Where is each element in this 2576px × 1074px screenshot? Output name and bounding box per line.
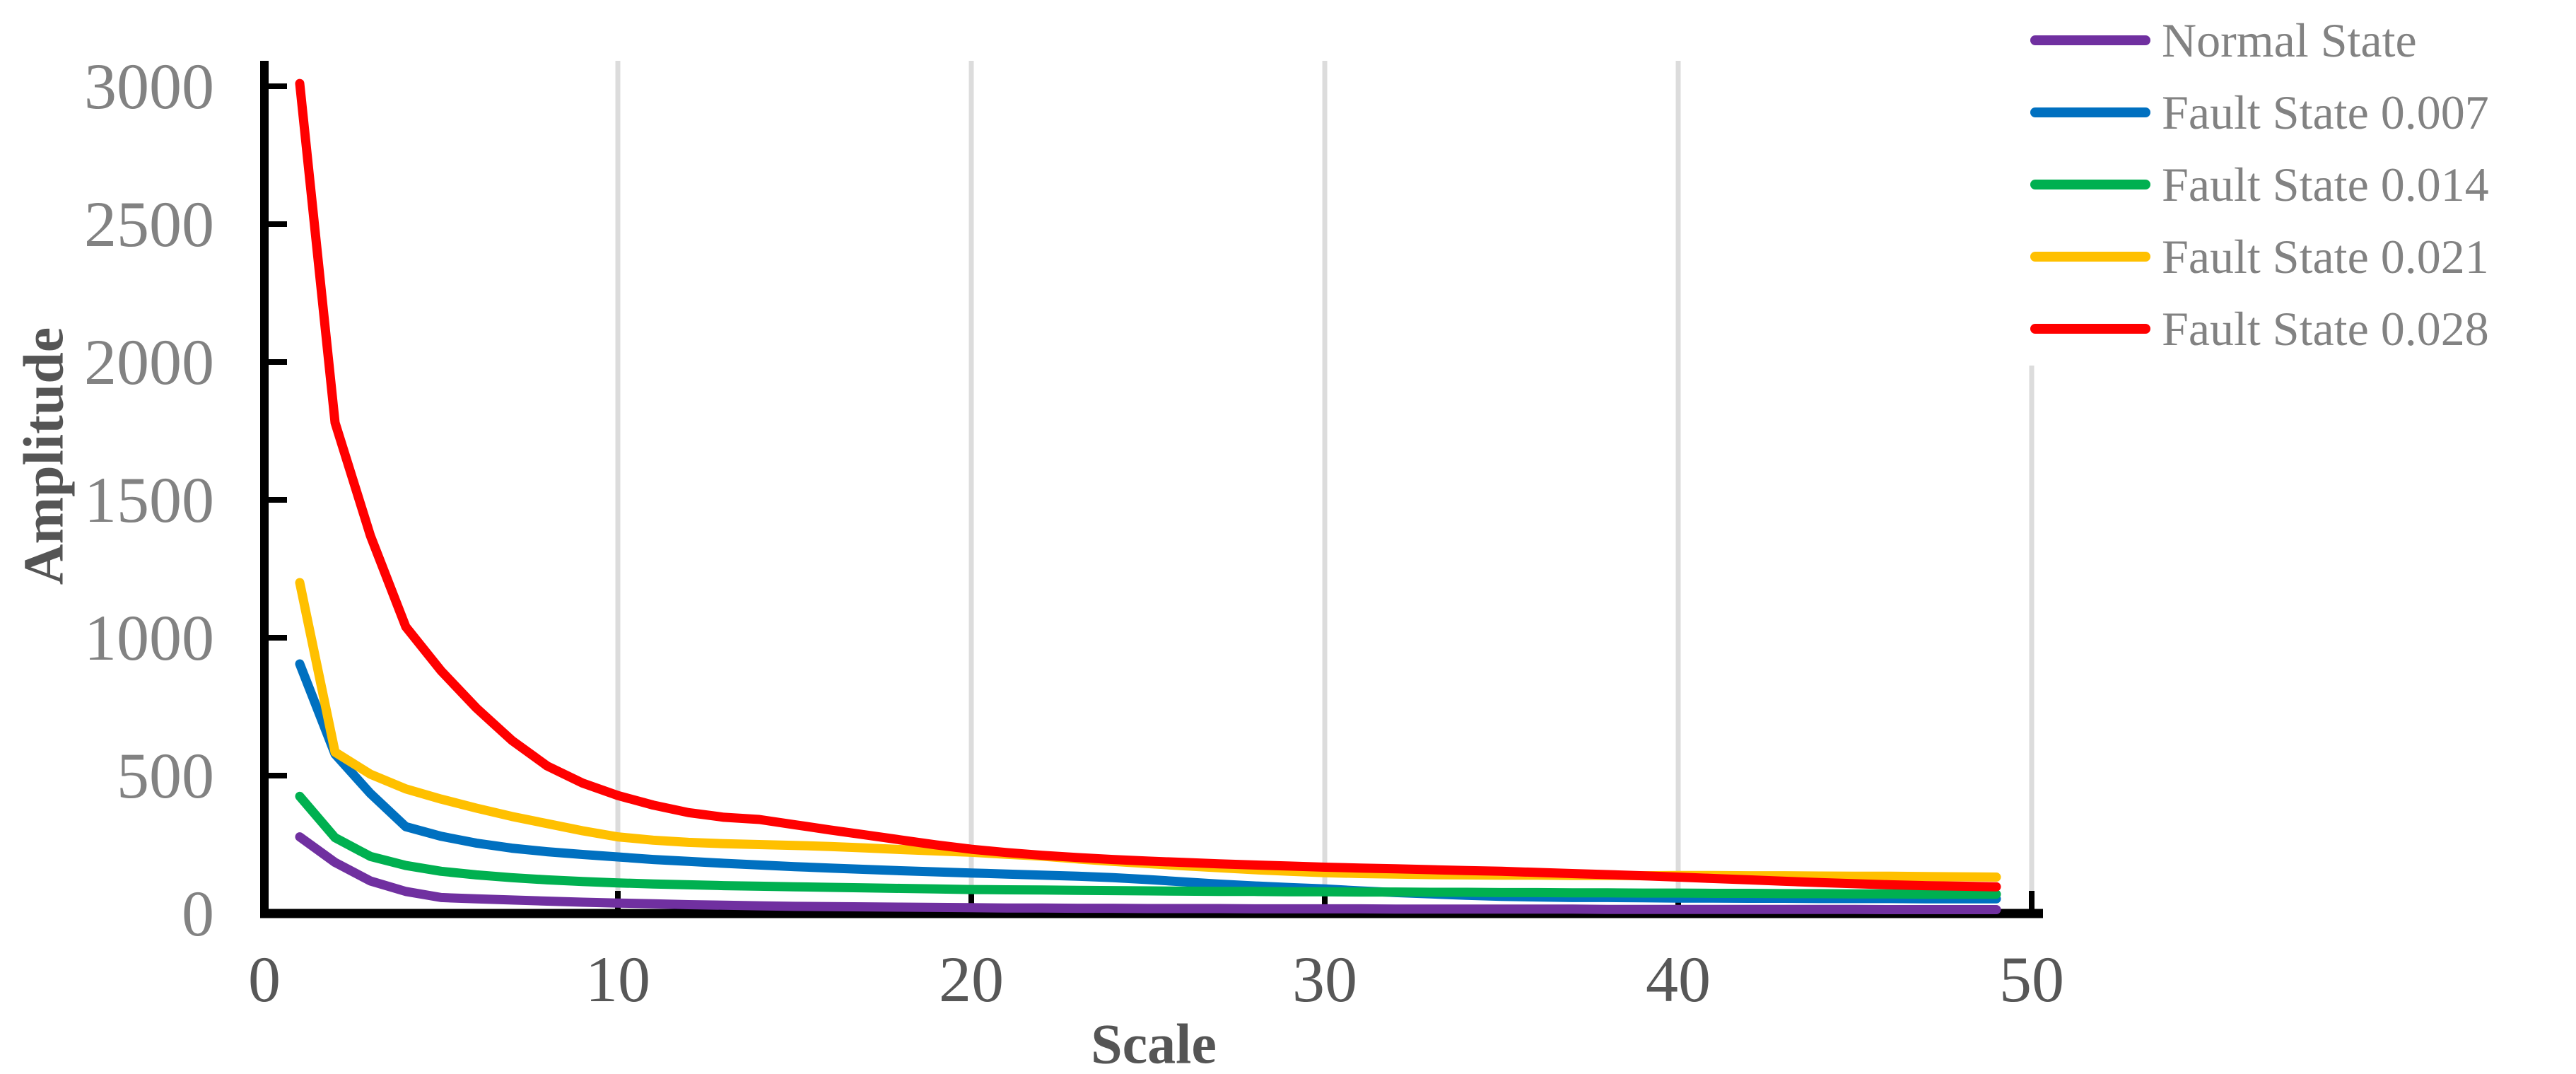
x-axis-title: Scale [1091, 1013, 1217, 1074]
y-axis-title: Amplitude [13, 327, 76, 585]
y-tick-label: 1500 [84, 464, 214, 536]
legend-label: Fault State 0.021 [2162, 230, 2489, 284]
series-line-fault-state-0-028 [295, 78, 2001, 892]
y-tick-label: 500 [117, 740, 214, 812]
legend-swatch-normal-state [2030, 35, 2150, 45]
y-tick-label: 2000 [84, 326, 214, 398]
legend-label: Fault State 0.028 [2162, 302, 2489, 356]
legend: Normal State Fault State 0.007 Fault Sta… [2030, 4, 2576, 365]
y-tick-label: 1000 [84, 602, 214, 674]
legend-swatch-fault-state-0014 [2030, 180, 2150, 189]
legend-swatch-fault-state-0028 [2030, 324, 2150, 334]
x-tick-label: 40 [1646, 943, 1711, 1015]
legend-row-fault-state-0028: Fault State 0.028 [2030, 293, 2576, 365]
x-tick-label: 10 [585, 943, 650, 1015]
series-line-normal-state [295, 832, 2001, 914]
series-line-fault-state-0-021 [295, 578, 2001, 882]
y-tick-label: 0 [182, 877, 214, 950]
y-tick-label: 2500 [84, 188, 214, 260]
series-line-fault-state-0-007 [295, 659, 2001, 904]
legend-row-fault-state-0014: Fault State 0.014 [2030, 148, 2576, 221]
legend-row-normal-state: Normal State [2030, 4, 2576, 76]
x-tick-label: 30 [1292, 943, 1357, 1015]
legend-label: Normal State [2162, 13, 2417, 67]
series-line-fault-state-0-014 [295, 791, 2001, 899]
legend-swatch-fault-state-0021 [2030, 252, 2150, 262]
legend-label: Fault State 0.007 [2162, 86, 2489, 139]
legend-swatch-fault-state-0007 [2030, 107, 2150, 117]
x-tick-label: 50 [1999, 943, 2064, 1015]
legend-row-fault-state-0007: Fault State 0.007 [2030, 76, 2576, 148]
legend-label: Fault State 0.014 [2162, 158, 2489, 211]
x-tick-label: 20 [939, 943, 1004, 1015]
y-tick-label: 3000 [84, 50, 214, 122]
x-tick-label: 0 [248, 943, 281, 1015]
legend-row-fault-state-0021: Fault State 0.021 [2030, 221, 2576, 293]
